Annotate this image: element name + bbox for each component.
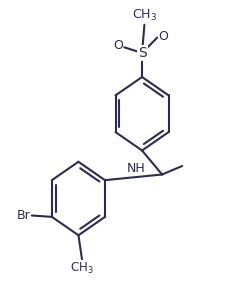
Text: Br: Br bbox=[17, 209, 31, 222]
Text: O: O bbox=[159, 30, 169, 43]
Text: CH$_3$: CH$_3$ bbox=[70, 261, 94, 276]
Text: CH$_3$: CH$_3$ bbox=[132, 8, 157, 23]
Text: NH: NH bbox=[127, 162, 145, 174]
Text: O: O bbox=[113, 39, 123, 53]
Text: S: S bbox=[138, 46, 146, 60]
